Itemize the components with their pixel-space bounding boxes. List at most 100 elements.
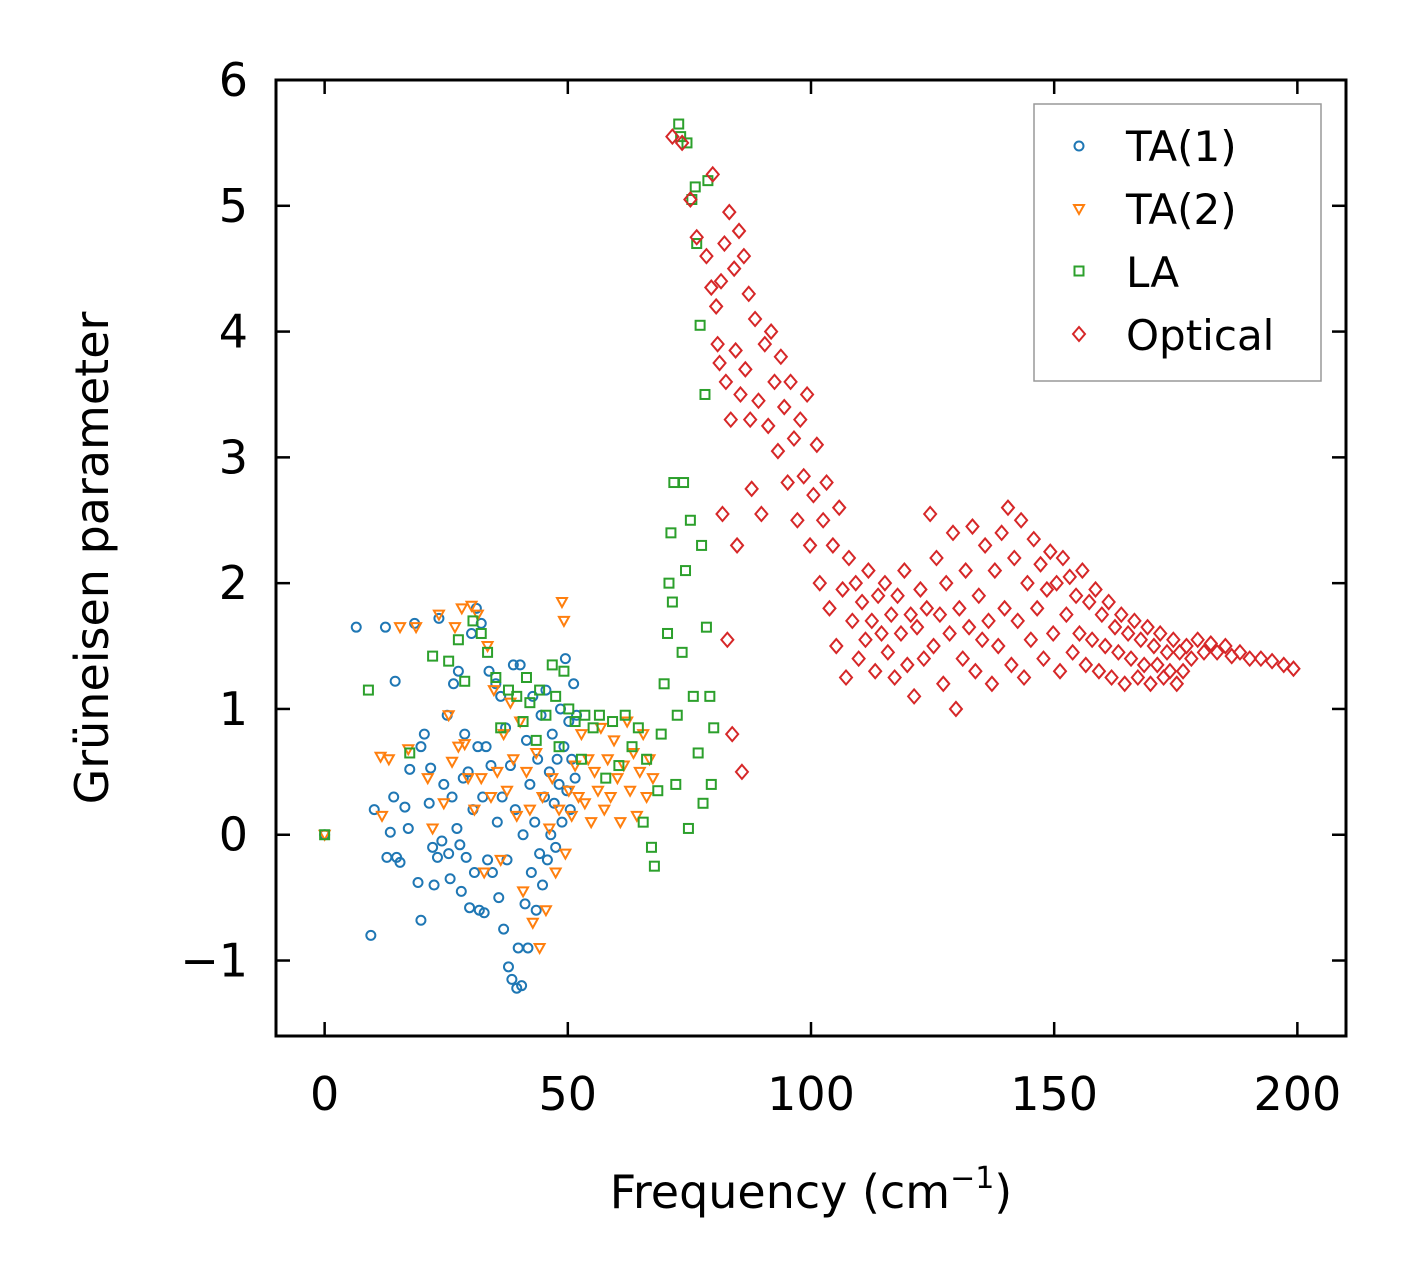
point-1-42 (542, 823, 557, 836)
y-tick-label-6: 5 (219, 179, 248, 233)
point-0-35 (455, 885, 467, 897)
point-3-44 (796, 467, 812, 485)
y-tick-label-7: 6 (219, 53, 248, 107)
point-1-10 (437, 798, 451, 811)
point-0-20 (425, 762, 437, 774)
point-3-39 (780, 473, 795, 492)
point-1-44 (548, 867, 563, 880)
point-3-102 (984, 675, 1000, 693)
point-2-30 (600, 772, 612, 784)
point-0-6 (384, 826, 396, 838)
point-3-65 (864, 612, 880, 630)
point-1-38 (529, 747, 543, 761)
point-1-65 (613, 817, 628, 830)
point-3-24 (736, 247, 752, 265)
point-3-37 (773, 348, 789, 366)
point-0-33 (452, 665, 464, 677)
point-3-167 (1209, 643, 1225, 661)
point-0-100 (563, 716, 575, 728)
point-2-69 (704, 690, 716, 702)
point-3-147 (1130, 668, 1146, 687)
point-3-86 (932, 606, 948, 624)
point-2-0 (319, 829, 331, 841)
point-3-88 (938, 574, 954, 592)
point-2-71 (708, 722, 720, 734)
point-3-32 (757, 335, 773, 353)
point-0-67 (509, 804, 521, 816)
point-3-74 (893, 624, 909, 643)
y-axis-label: Grüneisen parameter (65, 311, 119, 804)
point-3-80 (913, 580, 928, 598)
point-1-54 (578, 798, 592, 811)
point-3-144 (1120, 624, 1136, 643)
point-1-47 (557, 615, 571, 628)
point-2-64 (696, 539, 708, 551)
y-tick-label-5: 4 (219, 305, 248, 359)
point-2-3 (427, 650, 439, 662)
point-0-56 (491, 816, 503, 828)
point-3-42 (790, 511, 805, 529)
point-1-27 (494, 854, 508, 867)
point-0-51 (482, 854, 494, 866)
point-3-83 (922, 505, 938, 523)
point-0-49 (478, 907, 490, 919)
point-0-34 (454, 839, 466, 851)
point-0-69 (512, 942, 524, 954)
point-3-29 (747, 310, 763, 328)
point-2-29 (593, 709, 605, 721)
point-0-12 (402, 822, 414, 834)
point-2-23 (558, 665, 570, 677)
point-0-70 (514, 659, 526, 671)
point-0-90 (546, 728, 558, 740)
point-3-150 (1140, 618, 1155, 636)
point-3-129 (1072, 624, 1087, 643)
point-3-156 (1159, 643, 1175, 661)
point-1-17 (461, 773, 475, 786)
point-0-1 (350, 621, 362, 633)
point-3-110 (1010, 612, 1026, 630)
point-3-124 (1055, 549, 1071, 567)
point-1-32 (510, 810, 524, 823)
point-3-121 (1045, 624, 1061, 643)
point-1-37 (526, 917, 540, 930)
point-3-62 (854, 593, 870, 611)
point-3-93 (955, 650, 971, 668)
point-3-79 (909, 618, 925, 636)
point-0-40 (464, 902, 476, 914)
point-3-10 (713, 272, 729, 290)
point-2-48 (670, 778, 682, 790)
legend-entry-ta1: TA(1) (1073, 122, 1237, 171)
point-0-37 (459, 728, 471, 740)
point-3-69 (877, 574, 893, 592)
point-3-58 (841, 549, 857, 567)
point-3-168 (1218, 637, 1233, 655)
point-3-5 (703, 279, 719, 297)
point-0-41 (466, 627, 478, 639)
point-2-45 (665, 527, 677, 539)
point-2-34 (626, 741, 638, 753)
point-1-75 (646, 773, 660, 786)
point-3-99 (974, 631, 990, 649)
point-3-163 (1184, 650, 1199, 668)
legend-label-optical: Optical (1126, 311, 1274, 360)
point-2-18 (534, 684, 546, 696)
point-0-65 (506, 973, 518, 985)
point-2-35 (632, 722, 644, 734)
point-0-10 (394, 856, 406, 868)
point-2-39 (648, 860, 660, 872)
point-3-104 (990, 637, 1006, 655)
point-2-62 (692, 747, 704, 759)
point-3-0 (665, 128, 680, 146)
point-3-61 (851, 650, 866, 668)
point-3-105 (994, 524, 1009, 542)
point-3-47 (806, 486, 821, 504)
point-3-11 (715, 505, 730, 523)
point-3-18 (726, 260, 742, 278)
point-1-39 (532, 942, 547, 956)
point-0-71 (516, 980, 528, 992)
point-3-101 (981, 612, 996, 630)
point-3-125 (1059, 606, 1074, 624)
point-0-39 (462, 766, 474, 778)
point-1-52 (571, 792, 586, 805)
